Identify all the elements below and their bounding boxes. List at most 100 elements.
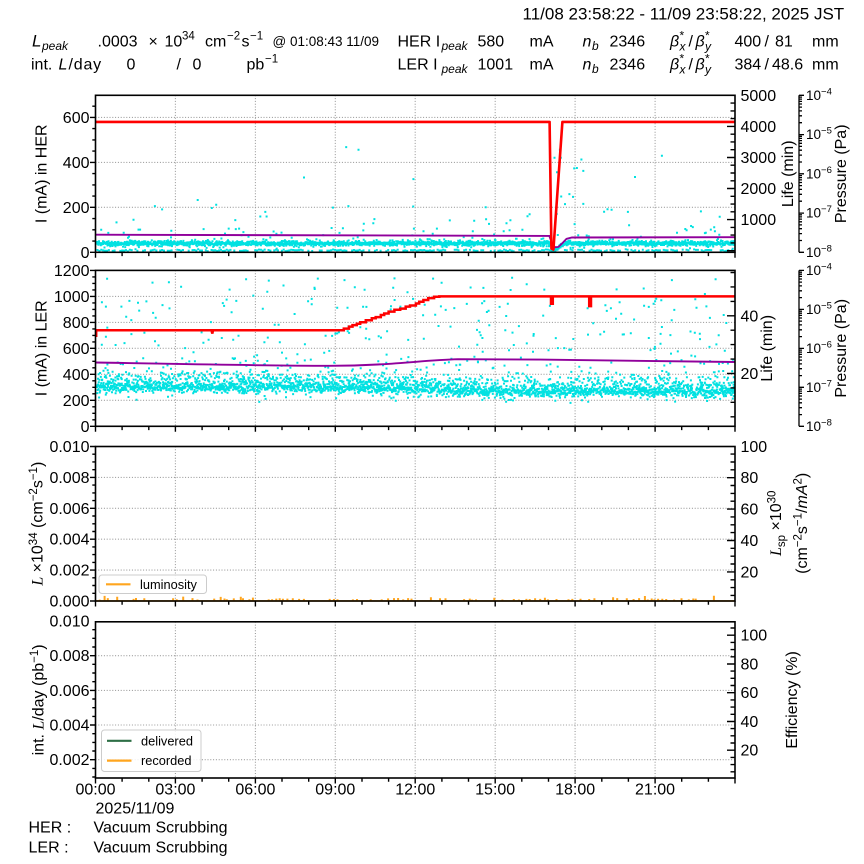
svg-text:0.004: 0.004 xyxy=(49,532,89,549)
svg-text:0: 0 xyxy=(81,245,90,262)
svg-text:60: 60 xyxy=(741,502,759,519)
svg-text:/day: /day xyxy=(69,57,102,74)
svg-text:luminosity: luminosity xyxy=(140,577,197,592)
svg-text:β: β xyxy=(669,57,679,74)
svg-text:10−4: 10−4 xyxy=(806,86,832,103)
svg-text:Life (min): Life (min) xyxy=(759,315,776,382)
svg-text:b: b xyxy=(592,39,599,53)
svg-text:48.6: 48.6 xyxy=(772,57,803,74)
svg-text:600: 600 xyxy=(63,110,90,127)
svg-text:I (mA) in LER: I (mA) in LER xyxy=(34,300,51,396)
svg-text:81: 81 xyxy=(775,34,793,51)
svg-text:10−6: 10−6 xyxy=(806,165,832,182)
svg-text:0.010: 0.010 xyxy=(49,439,89,456)
svg-text:mA: mA xyxy=(530,34,554,51)
svg-text:0: 0 xyxy=(81,419,90,436)
svg-text:400: 400 xyxy=(735,34,762,51)
svg-text:100: 100 xyxy=(741,628,768,645)
svg-text:10−5: 10−5 xyxy=(806,126,832,143)
svg-text:L: L xyxy=(59,57,68,74)
svg-text:1200: 1200 xyxy=(54,263,90,280)
svg-text:x: x xyxy=(679,63,687,77)
svg-text:L ×1034 (cm−2s−1): L ×1034 (cm−2s−1) xyxy=(28,462,47,587)
svg-text:20: 20 xyxy=(741,564,759,581)
svg-text:10−7: 10−7 xyxy=(806,378,832,395)
svg-text:pb: pb xyxy=(247,57,265,74)
svg-text:mm: mm xyxy=(812,34,839,51)
svg-text:12:00: 12:00 xyxy=(395,782,435,799)
svg-text:0: 0 xyxy=(127,57,136,74)
svg-text:/: / xyxy=(765,34,770,51)
svg-text:0.006: 0.006 xyxy=(49,501,89,518)
svg-text:/: / xyxy=(689,34,694,51)
svg-text:*: * xyxy=(680,52,685,66)
svg-text:HER I: HER I xyxy=(398,34,441,51)
svg-text:5000: 5000 xyxy=(741,88,777,105)
svg-text:400: 400 xyxy=(63,367,90,384)
svg-text:10−4: 10−4 xyxy=(806,261,832,278)
svg-text:mm: mm xyxy=(812,57,839,74)
svg-text:03:00: 03:00 xyxy=(155,782,195,799)
svg-text:200: 200 xyxy=(63,200,90,217)
svg-text:0.008: 0.008 xyxy=(49,470,89,487)
svg-text:0: 0 xyxy=(193,57,202,74)
svg-text:10−8: 10−8 xyxy=(806,243,832,260)
svg-text:−1: −1 xyxy=(250,31,263,43)
svg-text:delivered: delivered xyxy=(141,733,193,748)
svg-text:HER :: HER : xyxy=(29,820,72,837)
svg-text:20: 20 xyxy=(741,366,759,383)
svg-text:4000: 4000 xyxy=(741,119,777,136)
svg-text:34: 34 xyxy=(182,31,195,43)
svg-text:int. L/day (pb−1): int. L/day (pb−1) xyxy=(29,644,48,755)
svg-text:2025/11/09: 2025/11/09 xyxy=(96,801,175,818)
svg-text:y: y xyxy=(704,63,712,77)
svg-text:peak: peak xyxy=(441,39,469,53)
svg-text:600: 600 xyxy=(63,341,90,358)
svg-text:recorded: recorded xyxy=(141,753,192,768)
svg-text:n: n xyxy=(583,57,592,74)
svg-text:*: * xyxy=(705,29,710,43)
svg-text:20: 20 xyxy=(741,743,759,760)
svg-text:0.006: 0.006 xyxy=(49,683,89,700)
svg-text:1001: 1001 xyxy=(478,57,514,74)
svg-text:09:00: 09:00 xyxy=(315,782,355,799)
svg-text:10−5: 10−5 xyxy=(806,300,832,317)
svg-text:b: b xyxy=(592,62,599,76)
svg-text:40: 40 xyxy=(741,714,759,731)
svg-text:x: x xyxy=(679,40,687,54)
svg-text:s: s xyxy=(242,34,250,51)
svg-text:10−8: 10−8 xyxy=(806,417,832,434)
svg-text:Efficiency (%): Efficiency (%) xyxy=(784,651,801,749)
svg-text:*: * xyxy=(680,29,685,43)
svg-text:200: 200 xyxy=(63,393,90,410)
svg-text:LER :: LER : xyxy=(29,840,69,857)
svg-text:06:00: 06:00 xyxy=(235,782,275,799)
svg-text:peak: peak xyxy=(441,62,469,76)
svg-text:/: / xyxy=(765,57,770,74)
svg-text:580: 580 xyxy=(478,34,505,51)
svg-text:×: × xyxy=(149,34,158,51)
svg-text:Lsp ×1030: Lsp ×1030 xyxy=(767,491,789,557)
svg-text:11/08 23:58:22 - 11/09 23:58:2: 11/08 23:58:22 - 11/09 23:58:22, 2025 JS… xyxy=(523,5,845,24)
svg-text:(cm−2s−1/mA2): (cm−2s−1/mA2) xyxy=(793,473,812,574)
svg-text:β: β xyxy=(669,34,679,51)
svg-text:0.008: 0.008 xyxy=(49,648,89,665)
svg-text:β: β xyxy=(695,34,705,51)
svg-text:β: β xyxy=(695,57,705,74)
svg-text:Vacuum Scrubbing: Vacuum Scrubbing xyxy=(94,840,228,857)
svg-text:18:00: 18:00 xyxy=(555,782,595,799)
svg-text:/: / xyxy=(689,57,694,74)
svg-text:mA: mA xyxy=(530,57,554,74)
svg-text:0.002: 0.002 xyxy=(49,752,89,769)
svg-text:/: / xyxy=(177,57,182,74)
svg-text:800: 800 xyxy=(63,315,90,332)
svg-text:2346: 2346 xyxy=(610,57,646,74)
svg-text:60: 60 xyxy=(741,685,759,702)
svg-text:0.000: 0.000 xyxy=(49,594,89,611)
svg-text:384: 384 xyxy=(735,57,762,74)
svg-text:Vacuum Scrubbing: Vacuum Scrubbing xyxy=(94,820,228,837)
svg-text:80: 80 xyxy=(741,656,759,673)
svg-text:−1: −1 xyxy=(265,54,278,66)
svg-text:400: 400 xyxy=(63,155,90,172)
svg-text:int.: int. xyxy=(31,57,52,74)
